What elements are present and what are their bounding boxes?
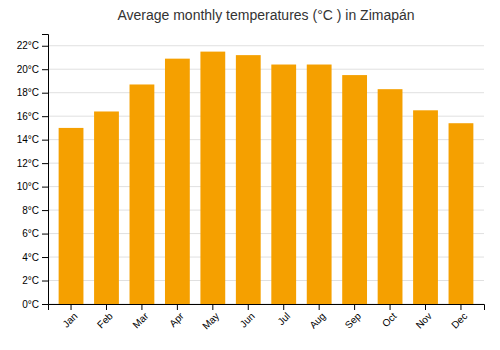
x-tick-label: Jul (275, 310, 292, 327)
y-tick-label: 18°C (17, 87, 39, 98)
axis-line (42, 35, 49, 305)
tick-mark (354, 304, 355, 310)
y-tick-label: 6°C (22, 228, 39, 239)
y-tick-label: 12°C (17, 158, 39, 169)
bar (449, 123, 474, 304)
tick-mark (106, 304, 107, 310)
bar (236, 55, 261, 304)
y-tick-label: 2°C (22, 275, 39, 286)
y-tick-label: 0°C (22, 299, 39, 310)
bar (59, 128, 84, 304)
y-tick-label: 20°C (17, 64, 39, 75)
tick-mark (42, 187, 48, 188)
y-tick: 16°C (17, 111, 48, 122)
x-tick-label: Dec (449, 310, 469, 330)
y-tick: 6°C (22, 228, 48, 239)
x-tick-label: Jun (238, 310, 257, 329)
tick-mark (42, 116, 48, 117)
grid-line (48, 92, 484, 93)
tick-mark (177, 304, 178, 310)
tick-mark (42, 69, 48, 70)
y-tick-label: 10°C (17, 181, 39, 192)
tick-mark (71, 304, 72, 310)
x-tick-label: Sep (343, 310, 364, 331)
axis-line (49, 305, 485, 311)
x-tick: Jun (238, 304, 257, 330)
x-tick-label: Aug (307, 310, 327, 330)
tick-mark (390, 304, 391, 310)
bars (59, 52, 474, 304)
tick-mark (42, 140, 48, 141)
chart: Jan Feb Mar Apr May Jun Jul Aug Sep Oct Nov Dec 0°C 2… (0, 0, 500, 350)
y-tick: 22°C (17, 40, 48, 51)
x-tick: Aug (307, 304, 327, 331)
y-tick-label: 22°C (17, 40, 39, 51)
tick-mark (42, 257, 48, 258)
tick-mark (42, 163, 48, 164)
x-tick-label: Oct (380, 310, 399, 329)
bar (307, 65, 332, 304)
y-tick: 4°C (22, 252, 48, 263)
y-tick: 2°C (22, 275, 48, 286)
y-tick-label: 8°C (22, 205, 39, 216)
tick-mark (460, 304, 461, 310)
x-tick-label: Apr (167, 310, 186, 329)
y-tick: 10°C (17, 181, 48, 192)
x-tick: Feb (95, 304, 115, 330)
tick-mark (42, 93, 48, 94)
bar (94, 111, 119, 304)
grid-line (48, 69, 484, 70)
tick-mark (42, 210, 48, 211)
tick-mark (319, 304, 320, 310)
tick-mark (42, 46, 48, 47)
x-tick-label: Jan (60, 310, 79, 329)
x-tick: Sep (343, 304, 364, 331)
y-tick: 8°C (22, 205, 48, 216)
bar (378, 89, 403, 304)
bar (413, 110, 438, 304)
x-tick: Jul (275, 304, 292, 327)
bar (271, 65, 296, 304)
x-tick-label: Feb (95, 310, 115, 330)
x-tick-label: Nov (414, 310, 434, 330)
y-tick-label: 16°C (17, 111, 39, 122)
y-axis: 0°C 2°C 4°C 6°C 8°C 10°C 12°C 14°C 16°C 18°C 20°C 2… (17, 35, 49, 310)
bar (165, 59, 190, 304)
y-tick-label: 14°C (17, 134, 39, 145)
tick-mark (141, 304, 142, 310)
x-tick-label: May (200, 310, 221, 331)
y-tick: 12°C (17, 158, 48, 169)
bar (342, 75, 367, 304)
y-tick: 18°C (17, 87, 48, 98)
x-tick: Nov (414, 304, 434, 331)
tick-mark (42, 304, 48, 305)
tick-mark (212, 304, 213, 310)
x-tick: Mar (130, 304, 150, 330)
x-tick: Oct (380, 304, 399, 329)
title: Average monthly temperatures (°C ) in Zi… (117, 7, 414, 23)
grid (48, 46, 484, 304)
x-axis: Jan Feb Mar Apr May Jun Jul Aug Sep Oct Nov Dec (49, 304, 485, 332)
bar (200, 52, 225, 304)
x-tick-label: Mar (130, 310, 150, 330)
grid-line (48, 45, 484, 46)
bar (130, 84, 155, 304)
tick-mark (283, 304, 284, 310)
tick-mark (248, 304, 249, 310)
tick-mark (42, 234, 48, 235)
plot-area: Jan Feb Mar Apr May Jun Jul Aug Sep Oct Nov Dec 0°C 2… (17, 35, 485, 332)
y-tick: 14°C (17, 134, 48, 145)
y-tick: 20°C (17, 64, 48, 75)
x-tick: Dec (449, 304, 469, 331)
tick-mark (425, 304, 426, 310)
x-tick: Jan (60, 304, 79, 330)
x-tick: May (200, 304, 221, 332)
tick-mark (42, 281, 48, 282)
x-tick: Apr (167, 304, 186, 329)
y-tick-label: 4°C (22, 252, 39, 263)
y-tick: 0°C (22, 299, 48, 310)
